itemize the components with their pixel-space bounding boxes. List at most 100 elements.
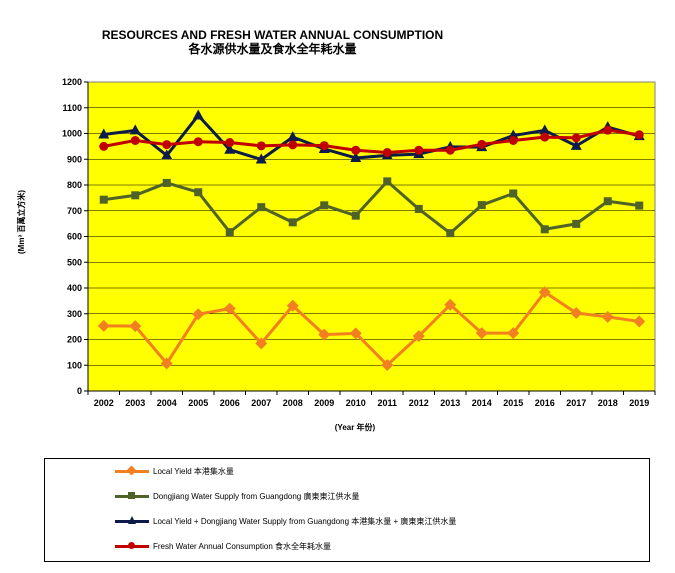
data-point [540, 132, 550, 142]
legend-swatch [115, 540, 149, 552]
data-point [508, 135, 518, 145]
data-point [255, 337, 268, 350]
data-point [382, 148, 392, 158]
data-point [161, 149, 173, 160]
x-tick-label: 2008 [283, 398, 303, 408]
data-point [131, 191, 140, 200]
data-point [383, 177, 392, 186]
y-tick-label: 1200 [62, 77, 82, 87]
data-point [351, 145, 361, 155]
data-point [446, 229, 455, 238]
legend-marker [128, 516, 136, 524]
legend-label: Fresh Water Annual Consumption 食水全年耗水量 [153, 541, 331, 551]
data-point [256, 141, 266, 151]
x-tick-label: 2005 [188, 398, 208, 408]
x-tick-label: 2012 [409, 398, 429, 408]
legend-swatch [115, 515, 149, 527]
chart-title: RESOURCES AND FRESH WATER ANNUAL CONSUMP… [0, 28, 545, 56]
data-point [633, 315, 646, 328]
data-point [509, 189, 518, 198]
y-tick-label: 200 [67, 335, 82, 345]
y-tick-label: 0 [77, 386, 82, 396]
x-tick-label: 2002 [94, 398, 114, 408]
data-point [193, 137, 203, 147]
y-axis-title: (Mm³ 百萬立方米) [16, 190, 26, 254]
data-point [539, 124, 551, 135]
legend-item: Fresh Water Annual Consumption 食水全年耗水量 [115, 540, 331, 552]
y-tick-label: 500 [67, 257, 82, 267]
y-tick-label: 1100 [62, 103, 82, 113]
x-tick-label: 2004 [157, 398, 177, 408]
data-point [570, 306, 583, 319]
data-point [162, 178, 171, 187]
data-point [98, 128, 110, 139]
x-tick-label: 2016 [535, 398, 555, 408]
data-point [475, 327, 488, 340]
y-tick-label: 400 [67, 283, 82, 293]
x-tick-label: 2007 [251, 398, 271, 408]
y-tick-label: 800 [67, 180, 82, 190]
y-tick-label: 300 [67, 309, 82, 319]
legend-label: Local Yield 本港集水量 [153, 466, 234, 476]
data-point [192, 308, 205, 321]
data-point [414, 204, 423, 213]
data-point [320, 201, 329, 210]
data-point [412, 330, 425, 343]
data-point [288, 140, 298, 150]
legend-label: Dongjiang Water Supply from Guangdong 廣東… [153, 491, 360, 501]
y-tick-label: 700 [67, 206, 82, 216]
data-point [162, 140, 172, 150]
data-point [224, 143, 236, 154]
series-line-4 [103, 128, 640, 155]
data-point [351, 211, 360, 220]
data-point [571, 133, 581, 143]
data-point [572, 219, 581, 228]
data-point [129, 320, 142, 333]
x-tick-label: 2009 [314, 398, 334, 408]
data-point [130, 135, 140, 145]
data-point [286, 299, 299, 312]
data-point [287, 131, 299, 142]
x-tick-label: 2010 [346, 398, 366, 408]
legend: Local Yield 本港集水量 Dongjiang Water Supply … [44, 458, 650, 562]
data-point [570, 139, 582, 150]
legend-swatch [115, 490, 149, 502]
data-point [601, 310, 614, 323]
x-tick-label: 2017 [566, 398, 586, 408]
x-tick-label: 2018 [598, 398, 618, 408]
chart-title-en: RESOURCES AND FRESH WATER ANNUAL CONSUMP… [101, 28, 444, 42]
data-point [350, 151, 362, 162]
data-point [319, 141, 329, 151]
data-point [477, 139, 487, 149]
legend-marker [128, 542, 135, 549]
x-tick-label: 2013 [440, 398, 460, 408]
data-point [381, 358, 394, 371]
series-line-1 [103, 290, 640, 367]
data-point [223, 302, 236, 315]
data-point [192, 109, 204, 120]
x-tick-label: 2014 [472, 398, 492, 408]
data-point [318, 328, 331, 341]
data-point [477, 201, 486, 210]
x-axis-title: (Year 年份) [335, 422, 376, 432]
data-point [603, 197, 612, 206]
data-point [225, 138, 235, 148]
data-point [129, 124, 141, 135]
data-point [225, 228, 234, 237]
y-tick-label: 900 [67, 154, 82, 164]
data-point [194, 188, 203, 197]
legend-item: Dongjiang Water Supply from Guangdong 廣東… [115, 490, 359, 502]
data-point [603, 125, 613, 135]
data-point [99, 195, 108, 204]
data-point [349, 327, 362, 340]
data-point [634, 130, 644, 140]
legend-item: Local Yield + Dongjiang Water Supply fro… [115, 515, 456, 527]
data-point [445, 145, 455, 155]
x-tick-label: 2003 [125, 398, 145, 408]
legend-marker [126, 465, 137, 476]
x-tick-label: 2019 [629, 398, 649, 408]
data-point [540, 225, 549, 234]
data-point [255, 153, 267, 164]
plot-area: 0 100 200 300 400 500 600 700 800 900 1000 1100 1200… [62, 77, 656, 408]
legend-swatch [115, 465, 149, 477]
